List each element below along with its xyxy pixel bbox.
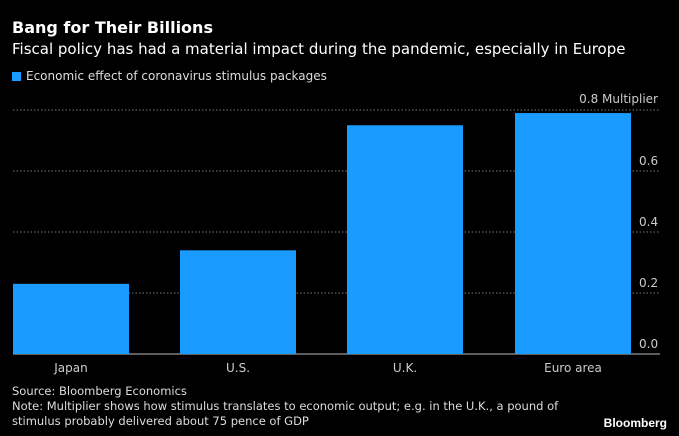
- legend: Economic effect of coronavirus stimulus …: [12, 69, 327, 83]
- y-tick-label: 0.2: [639, 276, 658, 290]
- x-tick-label: U.S.: [226, 361, 250, 375]
- y-tick-label: 0.8 Multiplier: [579, 92, 658, 106]
- x-tick-label: Euro area: [544, 361, 602, 375]
- bar: [515, 113, 631, 354]
- footer: Source: Bloomberg Economics Note: Multip…: [12, 384, 572, 429]
- legend-label: Economic effect of coronavirus stimulus …: [26, 69, 327, 83]
- bloomberg-logo: Bloomberg: [603, 416, 667, 430]
- x-tick-labels: Japan U.S. U.K. Euro area: [53, 361, 602, 375]
- footnote: Note: Multiplier shows how stimulus tran…: [12, 399, 559, 428]
- y-tick-label: 0.0: [639, 337, 658, 351]
- bars: [13, 113, 631, 354]
- y-tick-labels: 0.0 0.2 0.4 0.6 0.8 Multiplier: [579, 92, 658, 351]
- y-tick-label: 0.6: [639, 154, 658, 168]
- bar: [180, 250, 296, 354]
- legend-swatch: [12, 71, 21, 81]
- bar: [13, 283, 129, 354]
- chart-title: Bang for Their Billions: [12, 18, 213, 37]
- y-tick-label: 0.4: [639, 215, 658, 229]
- bar: [347, 125, 463, 354]
- chart-subtitle: Fiscal policy has had a material impact …: [12, 40, 626, 58]
- x-tick-label: U.K.: [393, 361, 417, 375]
- x-tick-label: Japan: [53, 361, 87, 375]
- source-note: Source: Bloomberg Economics: [12, 384, 187, 398]
